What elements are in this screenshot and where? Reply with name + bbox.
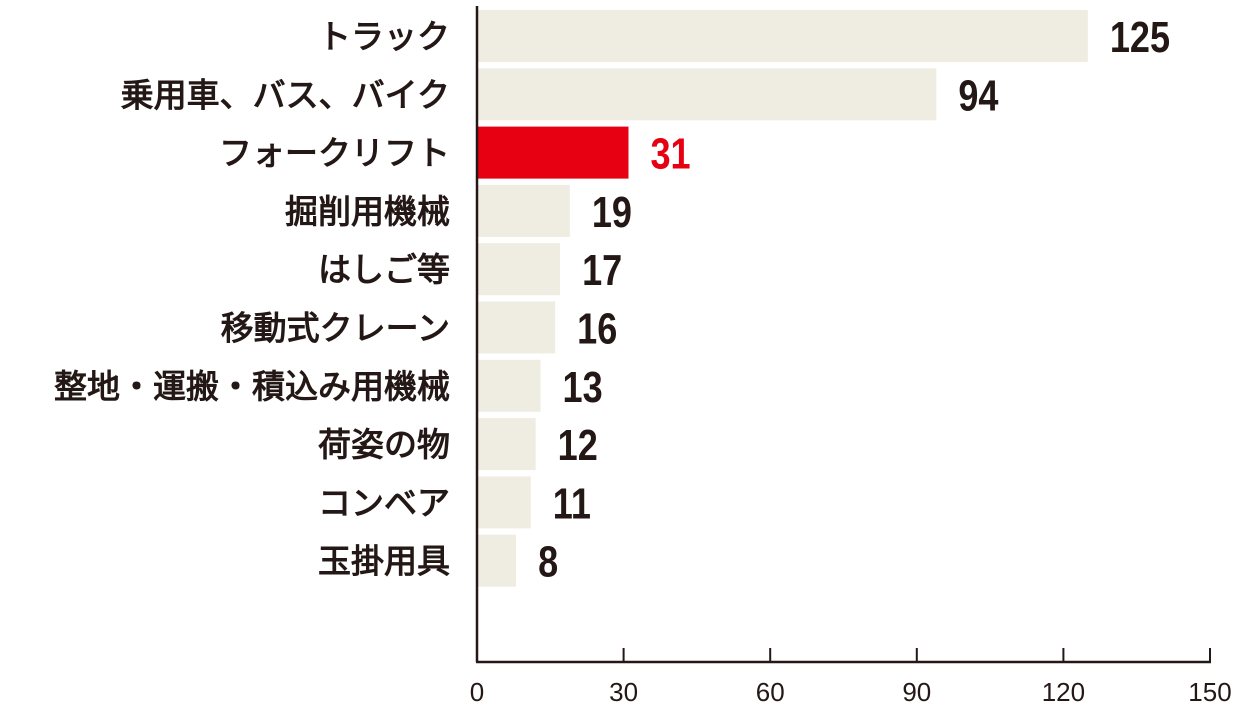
bar-3 (477, 184, 570, 237)
value-label-7: 12 (558, 421, 598, 470)
value-labels: 125 94 31 19 17 16 13 12 11 8 (538, 13, 1170, 587)
category-label-0: トラック (318, 17, 450, 56)
category-label-4: はしご等 (318, 250, 450, 289)
value-label-0: 125 (1110, 13, 1170, 62)
category-label-5: 移動式クレーン (221, 309, 450, 348)
x-tick-label-1: 30 (609, 677, 638, 707)
category-label-6: 整地・運搬・積込み用機械 (54, 367, 450, 406)
value-label-4: 17 (582, 246, 622, 295)
bar-9 (477, 534, 517, 587)
value-label-6: 13 (563, 362, 603, 411)
bar-8 (477, 476, 531, 529)
value-label-1: 94 (958, 71, 999, 120)
bar-4 (477, 243, 561, 296)
value-label-8: 11 (553, 479, 591, 528)
category-label-3: 掘削用機械 (285, 192, 450, 231)
value-label-9: 8 (538, 537, 558, 586)
bar-6 (477, 359, 541, 412)
bar-2 (477, 126, 629, 179)
category-label-2: フォークリフト (219, 134, 450, 173)
bars (477, 10, 1088, 587)
bar-7 (477, 418, 536, 471)
category-label-8: コンベア (318, 483, 450, 522)
x-tick-label-4: 120 (1042, 677, 1085, 707)
bar-0 (477, 10, 1088, 62)
category-label-1: 乗用車、バス、バイク (121, 75, 450, 114)
value-label-3: 19 (592, 188, 632, 237)
x-tick-label-3: 90 (902, 677, 931, 707)
x-tick-label-5: 150 (1188, 677, 1231, 707)
value-label-2: 31 (650, 129, 690, 178)
x-tick-label-2: 60 (756, 677, 785, 707)
category-label-9: 玉掛用具 (318, 542, 450, 581)
category-labels: トラック乗用車、バス、バイクフォークリフト掘削用機械はしご等移動式クレーン整地・… (54, 17, 450, 581)
value-label-5: 16 (577, 304, 617, 353)
bar-1 (477, 68, 937, 121)
category-label-7: 荷姿の物 (318, 425, 450, 464)
bar-5 (477, 301, 556, 354)
x-tick-label-0: 0 (470, 677, 484, 707)
axes: 0 30 60 90 120 150 (470, 6, 1232, 707)
